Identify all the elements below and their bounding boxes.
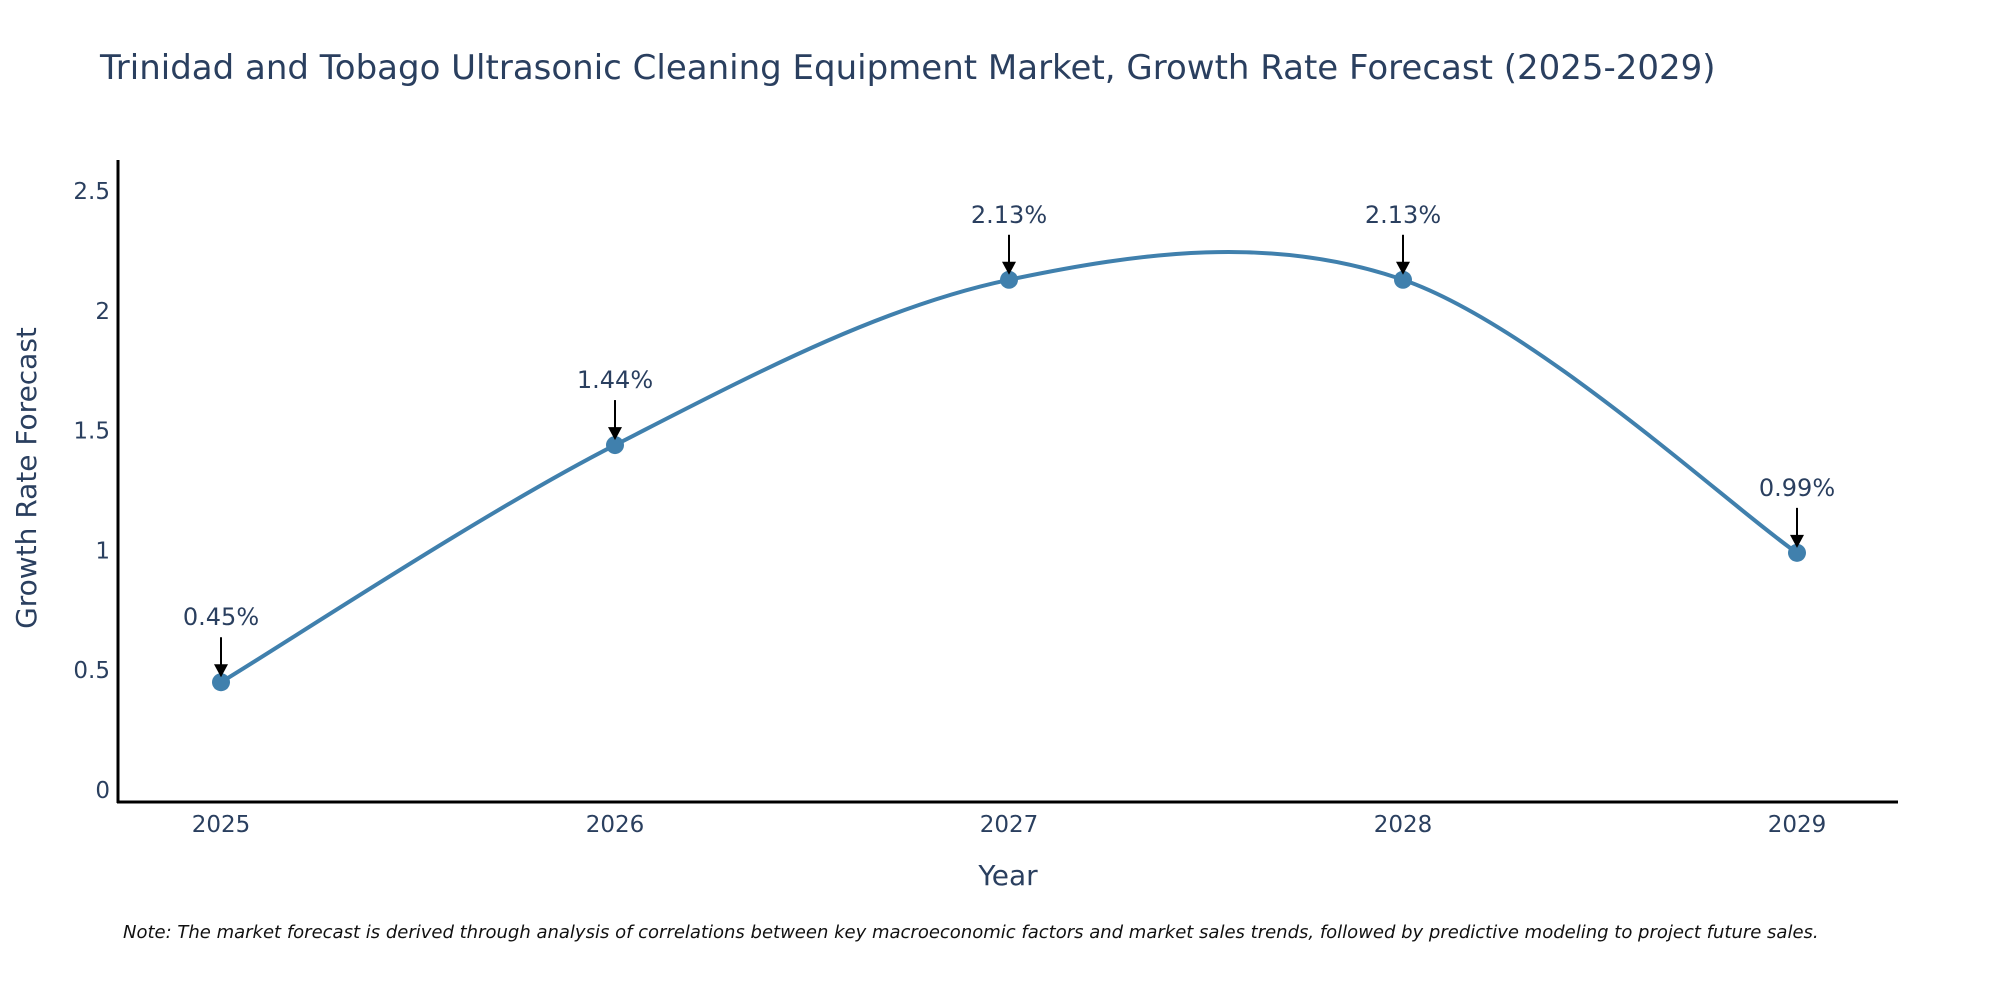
data-labels: 0.45% 1.44% 2.13% 2.13% 0.99% <box>183 201 1835 678</box>
annotation-arrow-head <box>214 664 228 678</box>
annotation-arrow-head <box>1396 261 1410 275</box>
x-tick-label: 2028 <box>1374 812 1433 838</box>
annotation-arrow-head <box>1002 261 1016 275</box>
series-line <box>219 249 1799 684</box>
y-tick-label: 1 <box>95 538 110 564</box>
y-axis-ticks: 0 0.5 1 1.5 2 2.5 <box>73 179 110 804</box>
y-tick-label: 0 <box>95 778 110 804</box>
data-label: 0.99% <box>1759 474 1835 502</box>
data-point <box>606 436 624 455</box>
data-point <box>212 673 230 692</box>
data-label: 0.45% <box>183 603 259 631</box>
annotation-arrow-head <box>1790 534 1804 548</box>
x-tick-label: 2025 <box>192 812 251 838</box>
x-tick-label: 2026 <box>586 812 645 838</box>
data-label: 2.13% <box>971 201 1047 229</box>
x-tick-label: 2029 <box>1768 812 1827 838</box>
y-tick-label: 2 <box>95 299 110 325</box>
y-tick-label: 1.5 <box>73 419 110 445</box>
footnote: Note: The market forecast is derived thr… <box>123 922 1819 943</box>
x-axis-title: Year <box>977 859 1038 892</box>
annotation-arrow-head <box>608 427 622 441</box>
chart-title: Trinidad and Tobago Ultrasonic Cleaning … <box>99 48 1716 88</box>
x-axis-ticks: 2025 2026 2027 2028 2029 <box>192 812 1827 838</box>
data-label: 2.13% <box>1365 201 1441 229</box>
data-point <box>1394 270 1412 289</box>
data-point <box>1000 270 1018 289</box>
y-tick-label: 2.5 <box>73 179 110 205</box>
x-tick-label: 2027 <box>980 812 1039 838</box>
data-label: 1.44% <box>577 366 653 394</box>
y-tick-label: 0.5 <box>73 658 110 684</box>
data-points <box>212 270 1806 692</box>
y-axis-title: Growth Rate Forecast <box>10 327 43 629</box>
data-point <box>1788 543 1806 562</box>
